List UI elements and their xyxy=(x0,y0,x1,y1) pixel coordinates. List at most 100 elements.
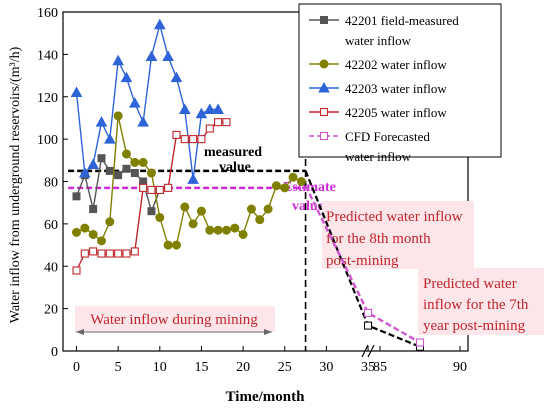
month8-note-line2: for the 8th month xyxy=(326,231,431,247)
month8-note-bg xyxy=(322,201,474,269)
data-point xyxy=(78,166,91,178)
data-point xyxy=(163,240,173,250)
data-point xyxy=(213,225,223,235)
legend-label: water inflow xyxy=(345,149,412,164)
x-axis-title: Time/month xyxy=(226,389,306,405)
data-point xyxy=(230,223,240,233)
data-point xyxy=(146,168,156,178)
legend-label: 42205 water inflow xyxy=(345,105,447,120)
data-point xyxy=(288,172,298,182)
data-point xyxy=(138,157,148,167)
data-point xyxy=(130,157,140,167)
data-point xyxy=(147,185,156,195)
data-point xyxy=(263,204,273,214)
data-point xyxy=(88,229,98,239)
data-point xyxy=(296,177,306,186)
data-point xyxy=(122,164,131,173)
data-point xyxy=(130,247,139,256)
data-layer xyxy=(68,5,425,351)
y-tick-label: 40 xyxy=(44,260,58,275)
data-point xyxy=(153,18,166,30)
data-point xyxy=(196,206,206,216)
year7-note-bg xyxy=(418,268,544,335)
legend: 42201 field-measured water inflow 42202 wa… xyxy=(298,3,502,164)
data-point xyxy=(319,131,329,141)
axis-break-mark xyxy=(361,344,369,358)
data-point xyxy=(139,183,148,192)
series-line-4 xyxy=(304,185,421,344)
x-tick-label: 15 xyxy=(194,360,208,375)
data-point xyxy=(195,107,208,119)
estimate-value-label-line1: Estimate xyxy=(283,180,336,195)
data-point xyxy=(121,149,131,159)
data-point xyxy=(189,135,198,144)
month8-note-line1: Predicted water inflow xyxy=(326,209,463,225)
axis-break-mark xyxy=(367,344,375,358)
data-point xyxy=(162,50,174,61)
data-point xyxy=(280,183,290,193)
data-point xyxy=(214,118,223,127)
legend-label: 42201 field-measured xyxy=(345,13,459,28)
y-tick-label: 20 xyxy=(44,303,58,318)
data-point xyxy=(145,50,158,61)
legend-label: water inflow xyxy=(345,33,412,48)
x-tick-label: 85 xyxy=(373,360,387,375)
series-line-1 xyxy=(76,115,302,246)
year7-note-line1: Predicted water xyxy=(423,276,517,292)
data-point xyxy=(89,247,98,256)
data-point xyxy=(415,338,425,347)
y-axis-title: Water inflow from underground reservoirs… xyxy=(8,46,23,323)
data-point xyxy=(97,249,106,258)
data-point xyxy=(147,207,156,216)
data-point xyxy=(97,154,106,163)
data-point xyxy=(205,124,214,133)
x-tick-label: 25 xyxy=(278,360,292,375)
y-tick-label: 100 xyxy=(37,133,58,148)
data-point xyxy=(170,71,183,83)
data-point xyxy=(318,81,330,93)
mining-period-arrow-right-head xyxy=(264,329,272,335)
legend-box xyxy=(298,3,502,158)
data-point xyxy=(255,215,265,225)
data-point xyxy=(72,227,81,237)
measured-value-label-line1: measured xyxy=(204,145,262,160)
data-point xyxy=(238,229,248,239)
x-tick-label: 20 xyxy=(236,360,250,375)
x-tick-label: 90 xyxy=(453,360,467,375)
y-tick-label: 0 xyxy=(51,345,58,360)
data-point xyxy=(137,116,149,127)
data-point xyxy=(320,16,328,24)
legend-label: CFD Forecasted xyxy=(345,129,430,144)
mining-period-arrow-left-head xyxy=(76,329,84,335)
mining-period-note: Water inflow during mining xyxy=(90,312,258,328)
data-point xyxy=(271,181,281,191)
data-point xyxy=(319,107,329,117)
x-tick-label: 10 xyxy=(153,360,167,375)
data-point xyxy=(70,86,83,98)
data-point xyxy=(96,236,106,246)
data-point xyxy=(171,240,181,250)
data-point xyxy=(172,130,181,139)
data-point xyxy=(113,111,123,121)
data-point xyxy=(105,249,114,258)
data-point xyxy=(112,54,124,66)
data-point xyxy=(80,249,89,258)
data-point xyxy=(155,185,164,195)
y-tick-label: 160 xyxy=(37,6,58,21)
data-point xyxy=(89,205,98,214)
year7-note-line3: year post-mining xyxy=(423,318,526,334)
data-point xyxy=(197,135,206,144)
x-tick-label: 35 xyxy=(361,360,375,375)
data-point xyxy=(319,59,329,69)
data-point xyxy=(363,308,373,317)
data-point xyxy=(222,118,231,127)
data-point xyxy=(120,71,133,83)
y-tick-label: 80 xyxy=(44,176,58,191)
data-point xyxy=(105,166,114,175)
data-point xyxy=(188,219,198,229)
legend-label: 42203 water inflow xyxy=(345,81,447,96)
series-line-2 xyxy=(75,21,219,180)
y-tick-label: 120 xyxy=(37,91,58,106)
